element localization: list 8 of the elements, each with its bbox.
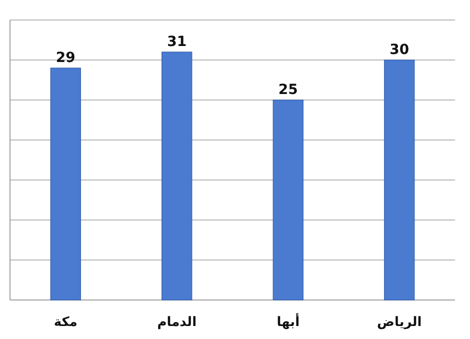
data-label: 25 [278, 82, 298, 98]
data-label: 31 [167, 34, 187, 50]
x-tick-label: مكة [54, 315, 78, 330]
x-tick-label: أبها [276, 313, 300, 330]
data-label: 30 [390, 42, 410, 58]
x-tick-label: الدمام [157, 315, 197, 330]
data-label: 29 [56, 50, 76, 66]
x-tick-label: الرياض [377, 315, 422, 330]
